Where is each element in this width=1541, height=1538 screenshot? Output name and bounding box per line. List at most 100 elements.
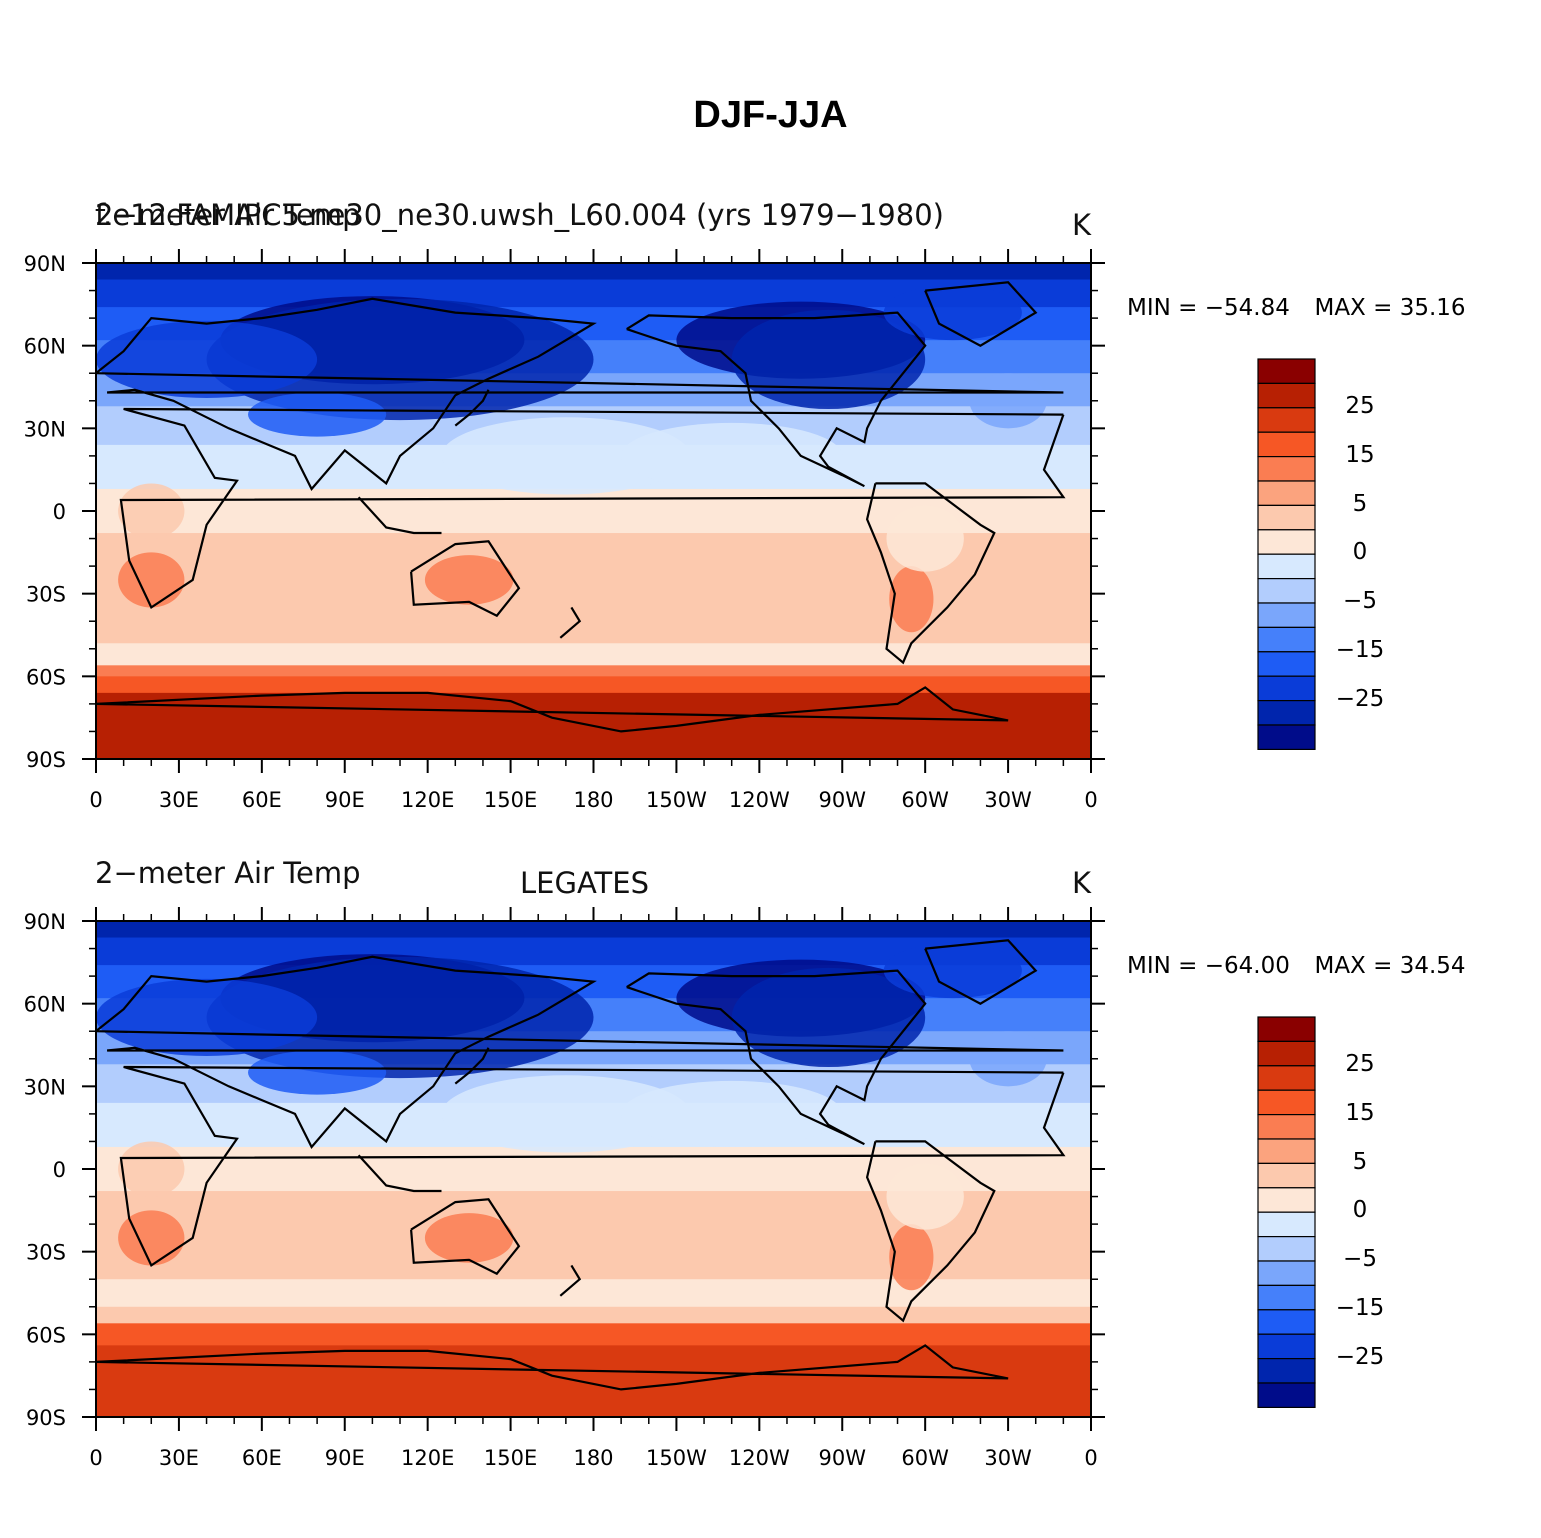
- colorbar-box: [1257, 358, 1316, 384]
- lon-tick-label: 120W: [729, 1446, 790, 1470]
- coastlines: [96, 939, 1066, 1391]
- colorbar-label: −5: [1343, 588, 1377, 615]
- coastline: [865, 1140, 996, 1323]
- colorbar-box: [1257, 407, 1316, 433]
- colorbar-label: 25: [1345, 1051, 1375, 1077]
- contour-map: 90N 60N 30N 0 30S 60S 90S 0 30E 60E 90E 120E 150E 180…: [24, 249, 1105, 812]
- lon-tick-label: 150W: [646, 1446, 707, 1470]
- lat-tick-label: 30S: [26, 1241, 66, 1265]
- colorbar-box: [1257, 1065, 1316, 1091]
- colorbar-box: [1257, 700, 1316, 726]
- colorbar-box: [1257, 1309, 1316, 1335]
- contour-region: [118, 1141, 185, 1197]
- coastline: [96, 686, 1009, 733]
- contour-region: [883, 285, 1022, 341]
- map-panel-observation: 2−meter Air Temp LEGATES K 90N 60N 30N 0 30S…: [0, 856, 1541, 1516]
- contour-region: [118, 552, 185, 608]
- colorbar-box: [1257, 1382, 1316, 1408]
- coastline: [559, 1264, 582, 1297]
- contour-band: [96, 643, 1091, 666]
- lon-tick-label: 180: [573, 1446, 613, 1470]
- contour-region: [206, 298, 594, 421]
- lat-tick-label: 0: [53, 500, 66, 524]
- colorbar-box: [1257, 1016, 1316, 1042]
- colorbar-label: 25: [1345, 393, 1375, 419]
- contour-region: [969, 373, 1047, 429]
- contour-region: [424, 1213, 514, 1263]
- contour-region: [886, 505, 964, 572]
- lat-tick-label: 90N: [24, 252, 66, 276]
- contour-region: [621, 422, 843, 489]
- panel-variable-label: 2−meter Air Temp: [95, 198, 361, 232]
- lat-tick-label: 60S: [26, 665, 66, 689]
- colorbar-label: 5: [1352, 490, 1368, 517]
- panel-center-label: LEGATES: [520, 866, 649, 900]
- lon-tick-label: 60E: [242, 788, 282, 812]
- lon-tick-label: 30W: [984, 788, 1032, 812]
- lon-tick-label: 0: [1084, 1446, 1097, 1470]
- colorbar-label: 15: [1345, 1099, 1375, 1126]
- colorbar-box: [1257, 1089, 1316, 1116]
- lon-tick-label: 150E: [484, 788, 537, 812]
- colorbar-label: −5: [1343, 1246, 1377, 1273]
- contour-region: [441, 1075, 691, 1153]
- contour-band: [96, 1306, 1091, 1324]
- filled-contours: [96, 921, 1091, 1417]
- lon-tick-label: 120W: [729, 788, 790, 812]
- lon-tick-label: 60E: [242, 1446, 282, 1470]
- lat-tick-label: 0: [53, 1158, 66, 1182]
- contour-region: [248, 1050, 387, 1095]
- colorbar-boxes: [1257, 358, 1316, 750]
- lon-tick-label: 90W: [819, 788, 867, 812]
- contour-region: [969, 1031, 1047, 1087]
- colorbar-box: [1257, 455, 1316, 482]
- coastline: [924, 281, 1038, 347]
- colorbar-box: [1257, 1113, 1316, 1140]
- colorbar-label: 15: [1345, 441, 1375, 468]
- lon-tick-label: 150W: [646, 788, 707, 812]
- lon-tick-label: 0: [1084, 788, 1097, 812]
- coastline: [865, 482, 996, 665]
- coastline: [357, 1154, 442, 1193]
- contour-band: [96, 1279, 1091, 1308]
- colorbar-box: [1257, 504, 1316, 531]
- panel-units-label: K: [1072, 866, 1092, 900]
- map-panel-model: 2−meter Air Temp f.e12.FAMIPC5.ne30_ne30…: [0, 198, 1541, 858]
- lat-tick-label: 60S: [26, 1323, 66, 1347]
- colorbar-box: [1257, 1236, 1316, 1262]
- colorbar-box: [1257, 1138, 1316, 1164]
- lon-tick-label: 120E: [401, 1446, 454, 1470]
- coastline: [119, 1065, 1066, 1268]
- colorbar-box: [1257, 1040, 1316, 1067]
- lon-tick-label: 30E: [159, 788, 199, 812]
- contour-region: [889, 566, 934, 633]
- lon-tick-label: 0: [89, 788, 102, 812]
- colorbar-box: [1257, 1260, 1316, 1286]
- lat-tick-label: 30N: [24, 1075, 66, 1099]
- lat-tick-label: 90S: [26, 1406, 66, 1430]
- colorbar-box: [1257, 626, 1316, 653]
- coastline: [454, 1047, 490, 1085]
- lon-tick-label: 30W: [984, 1446, 1032, 1470]
- min-value: MIN = −54.84: [1127, 295, 1290, 321]
- lon-tick-label: 90E: [325, 788, 365, 812]
- contour-band: [96, 921, 1091, 939]
- colorbar-label: 5: [1352, 1148, 1368, 1175]
- colorbar: [1257, 1016, 1317, 1412]
- contour-region: [886, 1163, 964, 1230]
- lat-tick-label: 30S: [26, 583, 66, 607]
- colorbar-box: [1257, 724, 1316, 750]
- contour-region: [731, 309, 926, 410]
- colorbar-label: −25: [1335, 1343, 1385, 1370]
- contour-region: [118, 483, 185, 539]
- contour-band: [96, 676, 1091, 694]
- colorbar: [1257, 358, 1317, 754]
- lon-tick-label: 120E: [401, 788, 454, 812]
- contour-band: [96, 665, 1091, 677]
- contour-region: [424, 555, 514, 605]
- colorbar-boxes: [1257, 1016, 1316, 1408]
- colorbar-box: [1257, 1333, 1316, 1360]
- coastline: [410, 540, 521, 618]
- colorbar-box: [1257, 675, 1316, 702]
- coastline: [119, 407, 1066, 610]
